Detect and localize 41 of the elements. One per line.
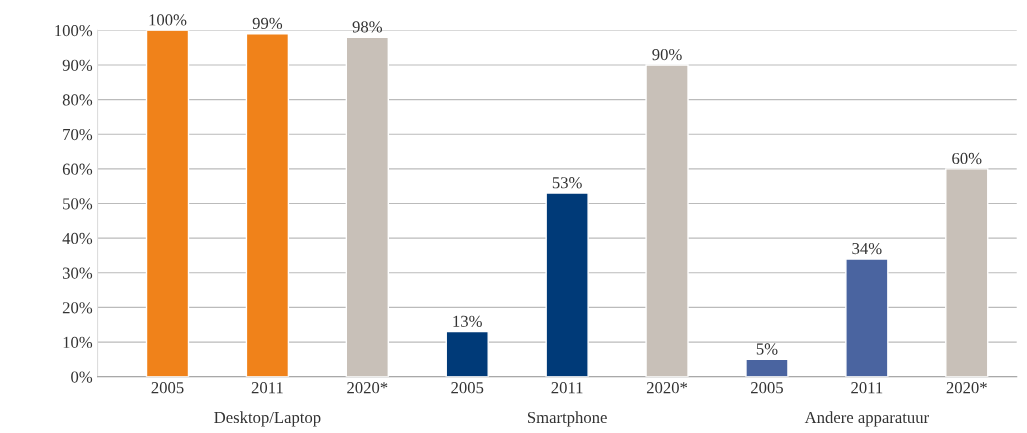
data-label: 5% xyxy=(756,343,778,355)
data-label: 60% xyxy=(952,152,982,165)
bar xyxy=(145,30,190,377)
y-tick-label: 100% xyxy=(55,25,93,37)
data-label: 53% xyxy=(552,177,582,189)
x-tick-label: 2005 xyxy=(751,382,783,394)
text: Andere apparatuur xyxy=(804,411,929,427)
bar xyxy=(745,358,789,377)
data-label: 34% xyxy=(852,242,882,255)
y-tick-label: 40% xyxy=(62,232,93,245)
bar xyxy=(945,168,989,377)
x-tick-label: 2020* xyxy=(946,382,987,394)
x-tick-label: 2005 xyxy=(451,382,484,394)
data-label: 100% xyxy=(149,14,187,26)
y-tick-label: 50% xyxy=(63,198,93,210)
x-tick-label: 2020* xyxy=(347,382,388,394)
data-label: 99% xyxy=(252,17,283,30)
data-label: 13% xyxy=(453,315,482,327)
x-tick-label: 2011 xyxy=(851,382,883,394)
bar xyxy=(445,330,489,377)
bar xyxy=(245,33,290,377)
x-tick-label: 2011 xyxy=(251,382,283,394)
text: Smartphone xyxy=(527,411,607,427)
bar xyxy=(545,192,589,377)
x-tick-label: 2011 xyxy=(551,382,583,394)
bar xyxy=(645,64,689,377)
y-tick-label: 60% xyxy=(62,163,93,175)
y-tick-label: 30% xyxy=(62,267,93,279)
bar xyxy=(845,258,889,377)
x-tick-label: 2005 xyxy=(151,382,184,394)
y-tick-label: 0% xyxy=(71,371,93,383)
data-label: 90% xyxy=(652,48,682,61)
y-tick-label: 70% xyxy=(63,128,93,141)
y-tick-label: 10% xyxy=(63,336,93,349)
text: Desktop/Laptop xyxy=(214,411,321,427)
y-tick-label: 90% xyxy=(62,59,93,71)
y-tick-label: 20% xyxy=(62,302,93,314)
data-label: 98% xyxy=(352,21,383,33)
y-tick-label: 80% xyxy=(62,94,93,106)
bar xyxy=(345,36,389,377)
x-tick-label: 2020* xyxy=(646,382,688,394)
